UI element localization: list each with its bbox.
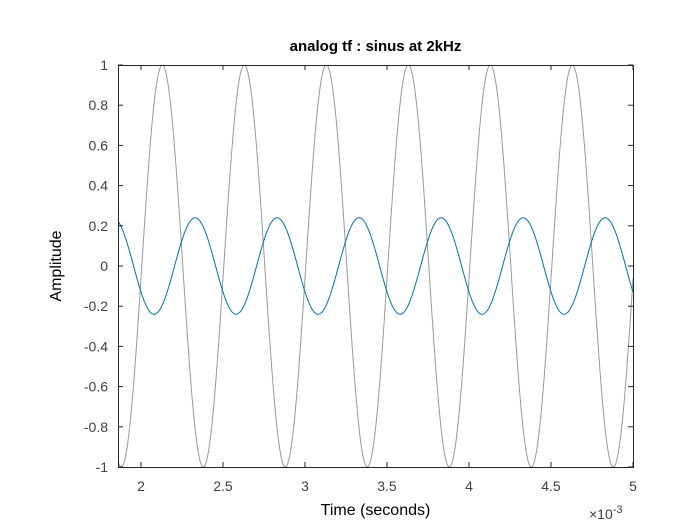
y-tick-label: -1 (96, 459, 109, 475)
chart-title: analog tf : sinus at 2kHz (290, 38, 462, 55)
y-tick-label: 0.6 (89, 137, 109, 153)
plot-area (118, 65, 633, 467)
y-tick-label: -0.8 (84, 419, 108, 435)
y-tick-label: 0 (100, 258, 108, 274)
x-exponent-base: ×10 (589, 506, 613, 522)
ticks-layer: 2 2.5 3 3.5 4 4.5 5 -1 -0.8 -0.6 -0.4 -0.2 0 0.2 0.4 0.… (84, 57, 637, 494)
x-tick-label: 3 (301, 478, 309, 494)
series-layer (118, 65, 633, 467)
x-tick-label: 4.5 (541, 478, 561, 494)
y-tick-label: 0.8 (89, 97, 109, 113)
series-line-2 (118, 217, 633, 315)
y-tick-label: -0.6 (84, 379, 108, 395)
x-axis-exponent: ×10-3 (589, 504, 623, 522)
y-tick-label: -0.2 (84, 298, 108, 314)
y-tick-label: 1 (100, 57, 108, 73)
x-tick-label: 2 (137, 478, 145, 494)
series-line-1 (118, 65, 633, 467)
x-axis-label: Time (seconds) (321, 502, 431, 519)
y-axis-label: Amplitude (48, 230, 65, 301)
x-tick-label: 4 (465, 478, 473, 494)
x-tick-label: 3.5 (377, 478, 397, 494)
y-tick-label: 0.2 (89, 218, 109, 234)
x-tick-label: 5 (629, 478, 637, 494)
x-tick-label: 2.5 (213, 478, 233, 494)
y-tick-label: 0.4 (89, 178, 109, 194)
y-tick-label: -0.4 (84, 338, 108, 354)
x-exponent-power: -3 (613, 504, 623, 516)
